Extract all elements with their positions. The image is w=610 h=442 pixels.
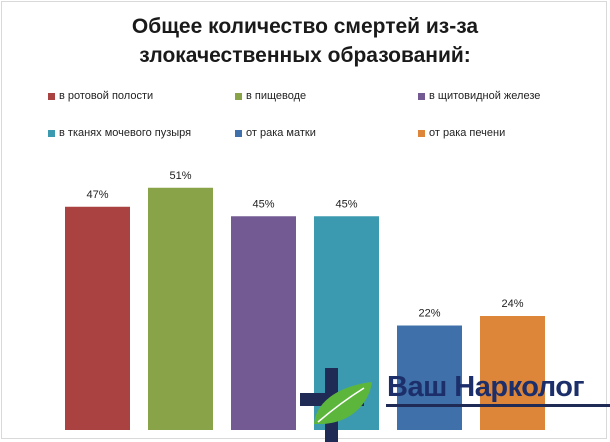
chart-title-line-2: злокачественных образований: — [139, 44, 471, 67]
legend-swatch-3 — [48, 129, 55, 137]
legend-item-4: от рака матки — [235, 126, 316, 140]
bar-2 — [231, 216, 296, 430]
plus-leaf-icon — [300, 368, 372, 442]
legend-swatch-2 — [418, 92, 425, 100]
logo-mark — [300, 368, 610, 442]
legend-label-0: в ротовой полости — [59, 90, 154, 102]
bar-5 — [480, 316, 545, 430]
legend-label-1: в пищеводе — [246, 90, 307, 102]
legend-label-3: в тканях мочевого пузыря — [59, 127, 192, 139]
legend-item-1: в пищеводе — [235, 89, 306, 103]
legend-item-3: в тканях мочевого пузыря — [48, 126, 191, 140]
bar-4 — [397, 325, 462, 430]
chart-title: Общее количество смертей из-за злокачест… — [0, 12, 610, 70]
legend-swatch-4 — [235, 129, 242, 137]
legend-label-5: от рака печени — [429, 127, 506, 139]
bar-0 — [65, 206, 130, 430]
legend-label-2: в щитовидной железе — [429, 90, 541, 102]
chart-title-line-1: Общее количество смертей из-за — [131, 15, 479, 38]
bar-label-3: 45% — [335, 198, 357, 210]
legend-item-2: в щитовидной железе — [418, 89, 540, 103]
bar-label-5: 24% — [501, 298, 523, 310]
logo-text: Ваш Нарколог — [387, 371, 585, 403]
legend-item-0: в ротовой полости — [48, 89, 153, 103]
logo-leaf-vein — [317, 387, 365, 423]
legend-item-5: от рака печени — [418, 126, 505, 140]
bar-label-0: 47% — [86, 189, 108, 201]
legend-swatch-0 — [48, 92, 55, 100]
bar-label-2: 45% — [252, 198, 274, 210]
bar-label-4: 22% — [418, 308, 440, 320]
legend-swatch-1 — [235, 92, 242, 100]
logo-underline — [386, 404, 610, 407]
legend-label-4: от рака матки — [246, 127, 316, 139]
bar-label-1: 51% — [169, 170, 191, 182]
legend-swatch-5 — [418, 129, 425, 137]
bar-1 — [148, 187, 213, 430]
